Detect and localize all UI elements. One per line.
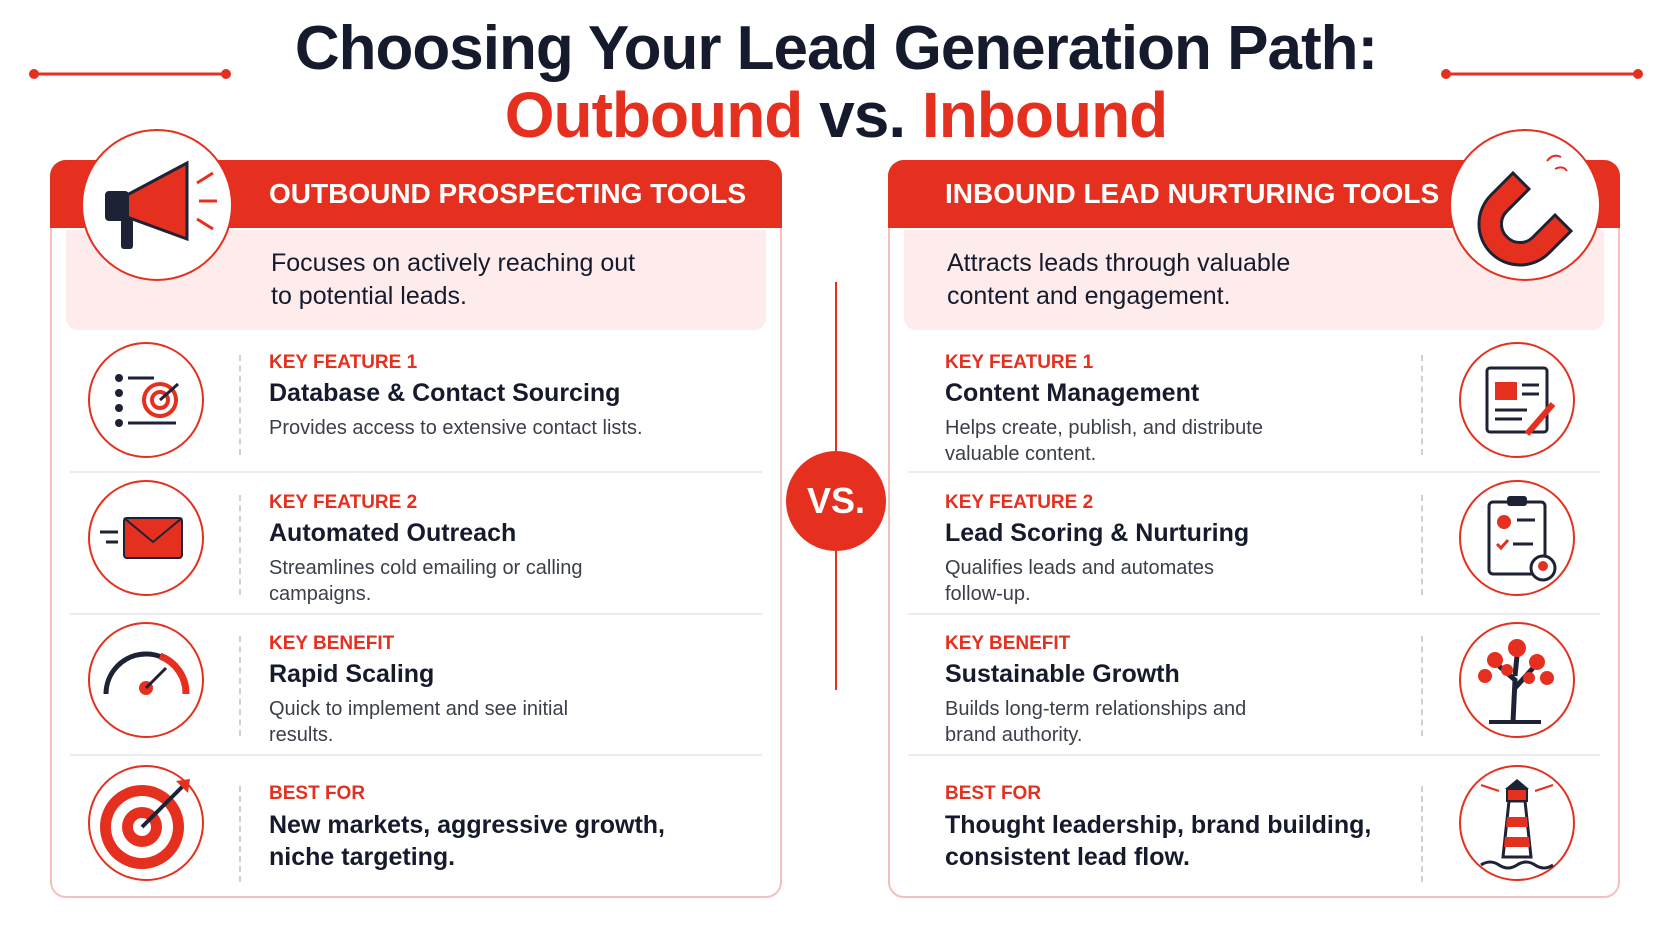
dashed-divider [1421,786,1423,882]
panel-heading: OUTBOUND PROSPECTING TOOLS [269,178,747,209]
row-icon [1459,342,1575,458]
row-divider [70,471,762,473]
row-title: Automated Outreach [269,519,517,547]
summary-box: Focuses on actively reaching out to pote… [66,230,766,330]
title-inbound: Inbound [921,79,1168,151]
title-vs: vs. [819,79,906,151]
row-divider [908,613,1600,615]
dashed-divider [239,495,241,595]
row-icon [88,342,204,458]
best-for-text: New markets, aggressive growth, niche ta… [269,811,665,871]
row-icon [1459,622,1575,738]
best-for-text: Thought leadership, brand building, cons… [945,811,1372,871]
row-divider [908,754,1600,756]
dashed-divider [1421,355,1423,455]
row-title: Rapid Scaling [269,660,435,688]
row-icon [1459,480,1575,596]
row-divider [70,754,762,756]
title-line1: Choosing Your Lead Generation Path: [294,14,1378,83]
row-divider [908,471,1600,473]
panel-heading: INBOUND LEAD NURTURING TOOLS [945,178,1440,209]
row-label: KEY FEATURE 2 [269,492,418,513]
dashed-divider [1421,636,1423,736]
vs-badge: VS. [786,451,886,551]
title-outbound: Outbound [504,79,804,151]
row-label: BEST FOR [945,783,1042,804]
row-title: Content Management [945,379,1200,407]
row-icon [1459,765,1575,881]
row-label: KEY FEATURE 1 [945,352,1094,373]
row-description: Provides access to extensive contact lis… [269,417,643,439]
hero-icon [81,129,233,281]
row-description: Qualifies leads and automates follow-up. [945,557,1215,605]
summary-text: Attracts leads through valuable content … [947,249,1291,310]
row-icon [88,622,204,738]
dashed-divider [239,355,241,455]
dashed-divider [239,786,241,882]
row-description: Streamlines cold emailing or calling cam… [269,557,583,605]
row-icon [88,480,204,596]
dashed-divider [239,636,241,736]
row-label: KEY FEATURE 1 [269,352,418,373]
row-divider [70,613,762,615]
row-title: Lead Scoring & Nurturing [945,519,1250,547]
summary-text: Focuses on actively reaching out to pote… [271,249,636,310]
row-description: Builds long-term relationships and brand… [945,698,1247,746]
title-line2: Outbound vs. Inbound [0,80,1672,150]
row-title: Database & Contact Sourcing [269,379,621,407]
row-label: KEY BENEFIT [945,633,1071,654]
dashed-divider [1421,495,1423,595]
row-label: KEY FEATURE 2 [945,492,1094,513]
row-description: Helps create, publish, and distribute va… [945,417,1263,465]
row-description: Quick to implement and see initial resul… [269,698,569,746]
row-title: Sustainable Growth [945,660,1180,688]
hero-icon [1449,129,1601,281]
row-label: BEST FOR [269,783,366,804]
row-label: KEY BENEFIT [269,633,395,654]
row-icon [88,765,204,881]
